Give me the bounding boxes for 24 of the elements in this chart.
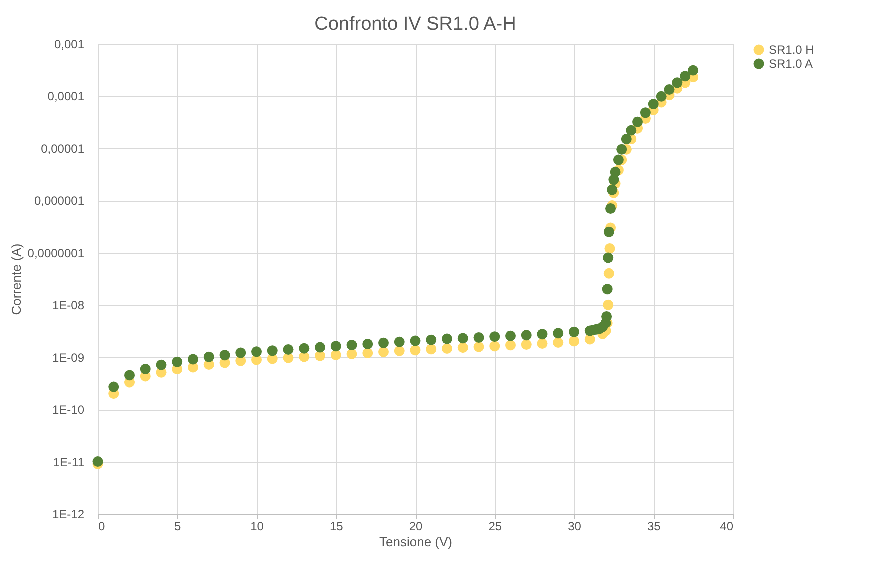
- y-tick-label: 1E-12: [52, 508, 85, 522]
- x-tick-label: 10: [250, 520, 264, 534]
- y-tick-label: 0,0001: [48, 90, 85, 104]
- x-tick-label: 35: [647, 520, 662, 534]
- y-tick-label: 1E-09: [52, 350, 85, 365]
- y-tick-label: 1E-08: [52, 298, 85, 313]
- x-tick-label: 25: [488, 520, 502, 534]
- x-tick-label: 30: [568, 520, 582, 534]
- y-tick-label: 0,00001: [41, 142, 85, 156]
- y-tick-label: 0,000001: [34, 194, 85, 208]
- x-axis-title: Tensione (V): [380, 534, 452, 550]
- y-tick-label: 0,001: [54, 38, 85, 52]
- x-tick-label: 5: [174, 520, 182, 534]
- x-tick-label: 0: [98, 520, 106, 534]
- y-tick-label: 0,0000001: [28, 246, 85, 260]
- y-tick-label: 1E-10: [52, 403, 85, 418]
- x-tick-label: 20: [409, 520, 423, 534]
- chart-title: Confronto IV SR1.0 A-H: [314, 14, 516, 35]
- y-axis-title: Corrente (A): [8, 244, 24, 316]
- legend-label: SR1.0 H: [769, 43, 814, 57]
- x-tick-label: 15: [330, 520, 344, 534]
- y-tick-label: 1E-11: [53, 455, 85, 470]
- x-tick-label: 40: [720, 520, 734, 534]
- legend-label: SR1.0 A: [769, 57, 814, 71]
